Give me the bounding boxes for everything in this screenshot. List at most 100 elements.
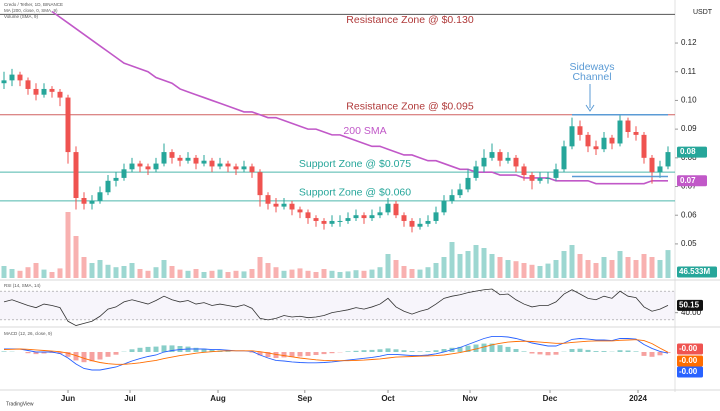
candle-body — [201, 160, 207, 164]
macd-histogram-bar — [249, 352, 255, 353]
volume-bar — [529, 264, 535, 278]
volume-bar — [249, 269, 255, 278]
macd-histogram-bar — [465, 345, 471, 352]
candle-body — [209, 160, 215, 167]
signal-line — [3, 339, 669, 365]
volume-bar — [537, 266, 543, 278]
volume-bar — [593, 263, 599, 278]
volume-bar — [657, 260, 663, 278]
volume-bar — [209, 270, 215, 278]
macd-histogram-bar — [401, 350, 407, 352]
candle-body — [361, 215, 367, 219]
macd-histogram-bar — [585, 349, 591, 352]
macd-histogram-bar — [297, 352, 303, 357]
macd-histogram-bar — [633, 351, 639, 352]
candle-body — [617, 120, 623, 144]
volume-bar — [625, 257, 631, 278]
volume-bar — [273, 267, 279, 278]
candle-body — [265, 195, 271, 204]
macd-histogram-bar — [593, 351, 599, 352]
volume-bar — [641, 254, 647, 278]
rsi-tick-label: 40.00 — [681, 308, 702, 317]
candle-body — [185, 157, 191, 161]
macd-histogram-bar — [177, 346, 183, 352]
y-tick-label: 0.11 — [681, 67, 697, 76]
macd-histogram-bar — [377, 349, 383, 352]
candle-body — [657, 166, 663, 173]
volume-badge: 46.533M — [679, 267, 710, 276]
legend-macd: MACD (12, 26, close, 9) — [4, 331, 53, 336]
x-tick-label: Oct — [381, 394, 395, 403]
candle-body — [161, 152, 167, 164]
candle-body — [561, 146, 567, 170]
candle-body — [425, 220, 431, 224]
macd-histogram-bar — [129, 349, 135, 352]
volume-bar — [377, 267, 383, 278]
candle-body — [625, 120, 631, 132]
y-tick-label: 0.10 — [681, 96, 697, 105]
volume-bar — [617, 251, 623, 278]
volume-bar — [169, 266, 175, 278]
macd-histogram-bar — [105, 352, 111, 357]
macd-histogram-bar — [265, 352, 271, 358]
x-tick-label: Aug — [210, 394, 226, 403]
volume-bar — [41, 269, 47, 278]
candle-body — [281, 203, 287, 207]
volume-bar — [225, 272, 231, 278]
candle-body — [33, 88, 39, 95]
macd-histogram-bar — [417, 351, 423, 352]
macd-histogram-bar — [257, 352, 263, 356]
candle-body — [217, 163, 223, 167]
candle-body — [497, 152, 503, 161]
volume-bar — [137, 269, 143, 278]
candle-body — [529, 175, 535, 181]
macd-histogram-bar — [113, 352, 119, 355]
candle-body — [121, 169, 127, 178]
volume-bar — [329, 270, 335, 278]
candle-body — [297, 209, 303, 213]
y-tick-label: 0.12 — [681, 38, 697, 47]
macd-histogram-bar — [489, 343, 495, 352]
volume-bar — [9, 269, 15, 278]
macd-histogram-bar — [441, 349, 447, 352]
macd-histogram-bar — [137, 347, 143, 352]
macd-histogram-bar — [321, 352, 327, 355]
x-tick-label: Dec — [543, 394, 558, 403]
volume-bar — [457, 254, 463, 278]
sma-badge-bg — [677, 175, 707, 187]
volume-bar — [313, 272, 319, 278]
volume-bar — [497, 257, 503, 278]
channel-label: Sideways — [570, 61, 615, 73]
volume-bar — [65, 212, 71, 278]
candle-body — [345, 218, 351, 221]
candle-body — [89, 200, 95, 204]
volume-bar — [161, 260, 167, 278]
volume-bar — [665, 250, 671, 278]
price-unit: USDT — [693, 9, 713, 16]
macd-histogram-bar — [569, 349, 575, 352]
candle-body — [97, 192, 103, 201]
price-badge: 0.08 — [680, 147, 696, 156]
macd-histogram-bar — [81, 352, 87, 363]
volume-bar — [1, 266, 7, 278]
macd-histogram-bar — [513, 349, 519, 352]
volume-bar — [57, 268, 63, 278]
macd-line — [4, 335, 669, 371]
candle-body — [553, 169, 559, 178]
macd-histogram-bar — [273, 352, 279, 358]
candle-body — [241, 166, 247, 170]
candle-body — [369, 215, 375, 219]
volume-bar — [393, 260, 399, 278]
macd-histogram-bar — [73, 352, 79, 361]
macd-badge-bg — [677, 366, 703, 378]
candle-body — [593, 146, 599, 150]
x-tick-label: 2024 — [629, 394, 647, 403]
macd-histogram-bar — [617, 350, 623, 352]
candle-body — [289, 203, 295, 210]
candle-body — [577, 126, 583, 135]
x-tick-label: Nov — [462, 394, 478, 403]
candle-body — [521, 166, 527, 176]
macd-histogram-bar — [425, 351, 431, 352]
